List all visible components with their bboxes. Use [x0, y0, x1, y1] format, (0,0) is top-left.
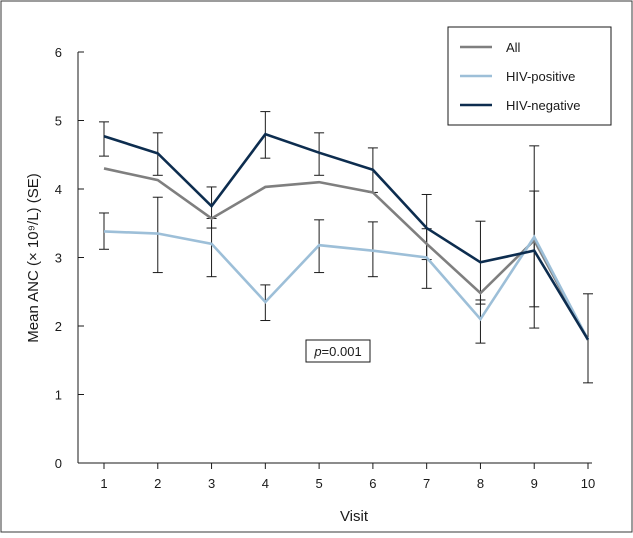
y-axis-title: Mean ANC (× 10⁹/L) (SE) — [25, 173, 42, 342]
x-tick-label: 9 — [531, 476, 538, 491]
p-symbol: p — [313, 344, 321, 359]
x-tick-label: 6 — [369, 476, 376, 491]
error-bar — [99, 212, 109, 250]
y-tick-label: 2 — [55, 319, 62, 334]
error-bar — [99, 121, 109, 157]
p-value-annotation: p=0.001 — [305, 339, 371, 363]
series-line-all — [103, 167, 590, 341]
y-tick-label: 6 — [55, 45, 62, 60]
series-lines — [103, 132, 590, 341]
x-tick-label: 10 — [581, 476, 595, 491]
y-tick-label: 5 — [55, 114, 62, 129]
legend-label: HIV-negative — [506, 98, 580, 113]
p-value: =0.001 — [322, 344, 362, 359]
error-bar — [367, 221, 378, 278]
legend: All HIV-positive HIV-negative — [447, 26, 612, 126]
x-tick-label: 3 — [208, 476, 215, 491]
error-bar — [152, 196, 163, 274]
y-tick-label: 1 — [55, 388, 62, 403]
series-line-hiv-positive — [103, 230, 590, 341]
legend-label: HIV-positive — [506, 69, 575, 84]
x-tick-label: 4 — [262, 476, 269, 491]
x-tick-label: 2 — [154, 476, 161, 491]
error-bar — [529, 145, 540, 308]
x-tick-label: 1 — [100, 476, 107, 491]
x-ticks: 1 2 3 4 5 6 7 8 9 10 — [100, 463, 595, 491]
y-tick-label: 0 — [55, 456, 62, 471]
legend-label: All — [506, 40, 521, 55]
p-value-text: p=0.001 — [313, 344, 361, 359]
x-tick-label: 5 — [315, 476, 322, 491]
p-value-box — [305, 339, 371, 363]
x-axis-title: Visit — [340, 508, 369, 525]
error-bar — [314, 132, 325, 176]
series-line-hiv-negative — [103, 132, 590, 341]
y-tick-label: 4 — [55, 182, 62, 197]
x-tick-label: 7 — [423, 476, 430, 491]
y-ticks: 0 1 2 3 4 5 6 — [55, 45, 84, 471]
y-tick-label: 3 — [55, 251, 62, 266]
x-tick-label: 8 — [477, 476, 484, 491]
